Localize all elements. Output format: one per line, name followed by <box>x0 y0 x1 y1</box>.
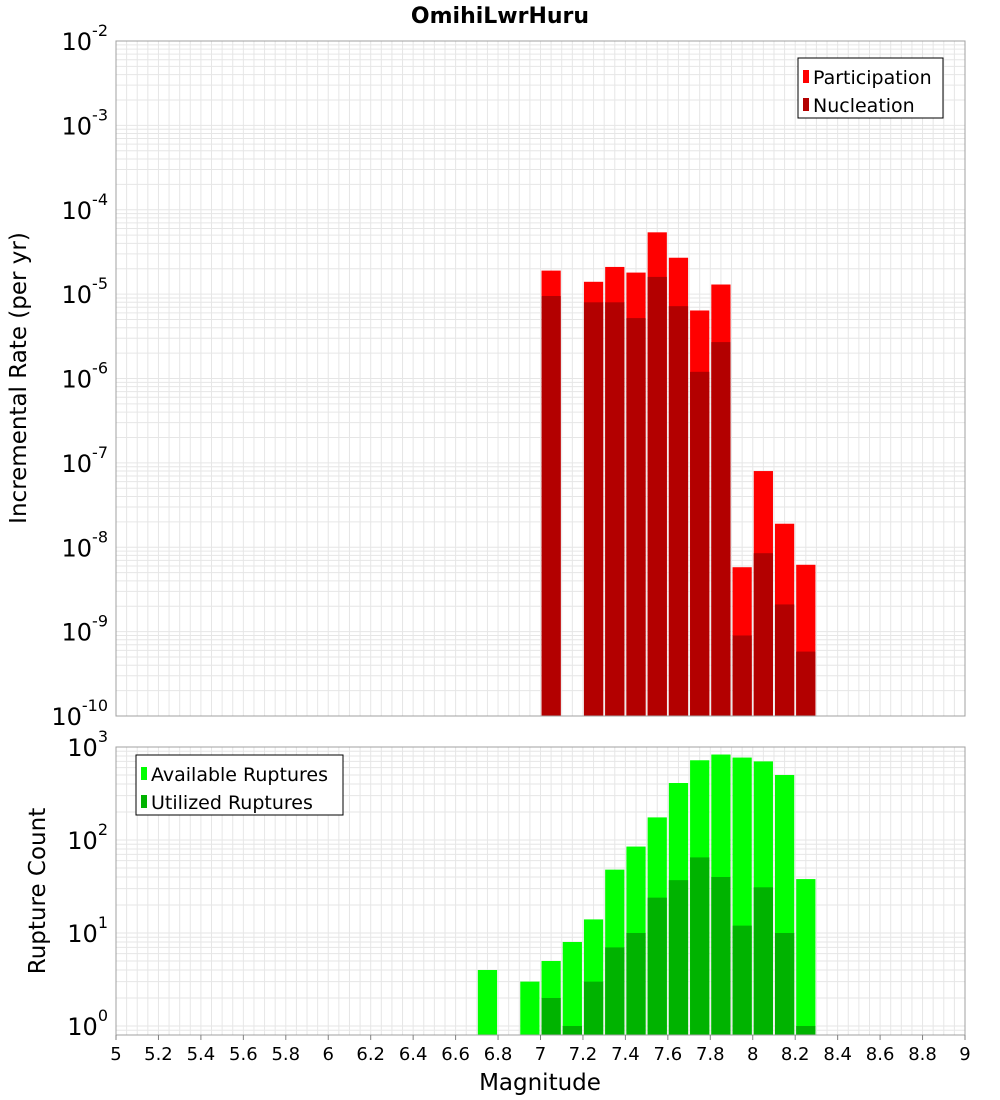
x-tick-label: 7 <box>535 1044 546 1065</box>
y-tick-label: 10-2 <box>62 21 109 56</box>
bar-nucleation <box>753 553 773 716</box>
rate-plot-frame <box>115 40 966 717</box>
bar-utilized-ruptures <box>732 925 752 1035</box>
x-tick-label: 7.4 <box>611 1044 640 1065</box>
x-tick-label: 5.2 <box>144 1044 173 1065</box>
bar-available-ruptures <box>796 879 816 1035</box>
rate-y-axis-label: Incremental Rate (per yr) <box>6 232 32 524</box>
x-tick-label: 5.4 <box>187 1044 216 1065</box>
bar-utilized-ruptures <box>647 897 667 1035</box>
bar-nucleation <box>541 296 561 716</box>
x-tick-label: 5 <box>110 1044 121 1065</box>
y-tick-label: 10-6 <box>62 359 109 394</box>
legend-entry: Nucleation <box>813 95 915 117</box>
count-legend: Available Ruptures Utilized Ruptures <box>135 754 344 816</box>
bar-utilized-ruptures <box>711 877 731 1035</box>
bar-utilized-ruptures <box>753 887 773 1035</box>
count-y-axis-label: Rupture Count <box>25 808 51 974</box>
x-axis-label: Magnitude <box>479 1070 601 1096</box>
bar-nucleation <box>774 604 795 716</box>
x-tick-label: 6.4 <box>399 1044 428 1065</box>
y-tick-label: 103 <box>67 727 108 762</box>
bar-nucleation <box>690 371 710 716</box>
bar-available-ruptures <box>520 981 540 1035</box>
y-tick-label: 10-9 <box>62 612 109 647</box>
legend-swatch <box>141 795 147 808</box>
x-tick-label: 6.6 <box>441 1044 470 1065</box>
bar-nucleation <box>668 306 689 716</box>
bar-utilized-ruptures <box>668 880 689 1035</box>
legend-entry: Utilized Ruptures <box>151 792 313 814</box>
bar-nucleation <box>583 302 604 716</box>
bar-nucleation <box>647 276 667 716</box>
bar-nucleation <box>626 318 646 716</box>
count-panel: 103 102 101 100 5 5.2 5.4 5.6 5.8 6 6.2 6.4 6.6 6.8 7… <box>25 727 971 1096</box>
x-tick-label: 5.6 <box>229 1044 258 1065</box>
x-tick-label: 8.8 <box>908 1044 937 1065</box>
y-tick-label: 10-3 <box>62 105 109 140</box>
bar-utilized-ruptures <box>562 1025 582 1035</box>
x-tick-label: 6.2 <box>356 1044 385 1065</box>
x-tick-label: 8 <box>747 1044 758 1065</box>
rate-bars <box>541 232 816 716</box>
x-tick-label: 7.2 <box>569 1044 598 1065</box>
chart-title: OmihiLwrHuru <box>411 4 589 29</box>
bar-utilized-ruptures <box>796 1025 816 1035</box>
count-gridlines <box>115 747 966 1036</box>
count-y-tick-labels: 103 102 101 100 <box>67 727 108 1041</box>
legend-swatch <box>803 70 809 83</box>
rate-panel: 10-2 10-3 10-4 10-5 10-6 10-7 10-8 10-9 10-10 In… <box>6 21 966 731</box>
bar-utilized-ruptures <box>605 947 625 1035</box>
y-tick-label: 10-4 <box>62 190 109 225</box>
legend-swatch <box>803 98 809 111</box>
legend-entry: Available Ruptures <box>151 764 328 786</box>
y-tick-label: 10-8 <box>62 527 109 562</box>
bar-utilized-ruptures <box>626 932 646 1035</box>
bar-nucleation <box>796 651 816 716</box>
x-tick-label: 8.2 <box>781 1044 810 1065</box>
legend-box <box>135 754 344 816</box>
bar-utilized-ruptures <box>690 857 710 1035</box>
x-tick-labels: 5 5.2 5.4 5.6 5.8 6 6.2 6.4 6.6 6.8 7 7.2 7.4 7.6 7.8 8… <box>110 1035 971 1065</box>
rate-gridlines <box>115 41 966 717</box>
y-tick-label: 100 <box>67 1006 108 1041</box>
bar-available-ruptures <box>562 942 582 1035</box>
bar-nucleation <box>732 635 752 716</box>
y-tick-label: 101 <box>67 913 108 948</box>
legend-swatch <box>141 767 147 780</box>
bar-nucleation <box>605 302 625 716</box>
x-tick-label: 7.6 <box>654 1044 683 1065</box>
y-tick-label: 10-7 <box>62 443 109 478</box>
legend-box <box>797 57 944 119</box>
x-tick-label: 9 <box>959 1044 970 1065</box>
y-tick-label: 102 <box>67 820 108 855</box>
bar-available-ruptures <box>477 969 498 1035</box>
y-tick-label: 10-10 <box>51 696 108 731</box>
rate-y-tick-labels: 10-2 10-3 10-4 10-5 10-6 10-7 10-8 10-9 10-10 <box>51 21 108 731</box>
bar-nucleation <box>711 342 731 716</box>
x-tick-label: 5.8 <box>271 1044 300 1065</box>
x-tick-label: 6.8 <box>484 1044 513 1065</box>
x-tick-label: 7.8 <box>696 1044 725 1065</box>
x-tick-label: 8.4 <box>823 1044 852 1065</box>
y-tick-label: 10-5 <box>62 274 109 309</box>
rate-legend: Participation Nucleation <box>797 57 944 119</box>
bar-utilized-ruptures <box>583 981 604 1035</box>
legend-entry: Participation <box>813 67 932 89</box>
count-bars <box>477 754 816 1035</box>
bar-utilized-ruptures <box>541 997 561 1035</box>
x-tick-label: 6 <box>323 1044 334 1065</box>
bar-utilized-ruptures <box>774 932 795 1035</box>
x-tick-label: 8.6 <box>866 1044 895 1065</box>
